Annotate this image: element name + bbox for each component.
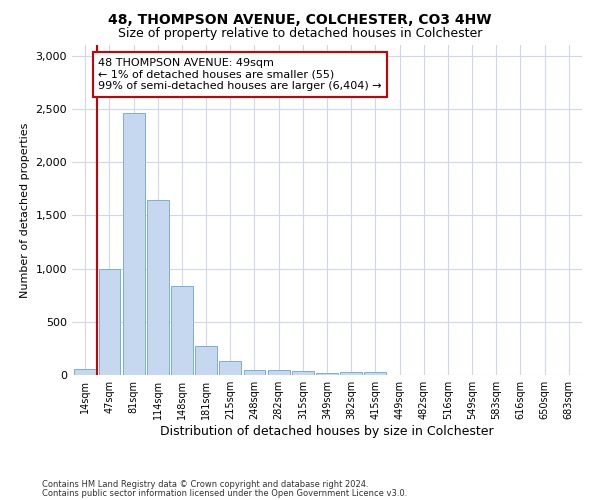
Text: 48 THOMPSON AVENUE: 49sqm
← 1% of detached houses are smaller (55)
99% of semi-d: 48 THOMPSON AVENUE: 49sqm ← 1% of detach…	[98, 58, 382, 91]
Text: 48, THOMPSON AVENUE, COLCHESTER, CO3 4HW: 48, THOMPSON AVENUE, COLCHESTER, CO3 4HW	[108, 12, 492, 26]
Bar	[195, 346, 217, 375]
Bar	[244, 370, 265, 375]
Bar	[268, 370, 290, 375]
Y-axis label: Number of detached properties: Number of detached properties	[20, 122, 30, 298]
X-axis label: Distribution of detached houses by size in Colchester: Distribution of detached houses by size …	[160, 425, 494, 438]
Text: Contains public sector information licensed under the Open Government Licence v3: Contains public sector information licen…	[42, 488, 407, 498]
Bar	[98, 268, 121, 375]
Bar	[292, 372, 314, 375]
Text: Size of property relative to detached houses in Colchester: Size of property relative to detached ho…	[118, 28, 482, 40]
Bar	[316, 373, 338, 375]
Bar	[364, 372, 386, 375]
Bar	[220, 361, 241, 375]
Bar	[74, 369, 96, 375]
Bar	[171, 286, 193, 375]
Bar	[123, 113, 145, 375]
Bar	[147, 200, 169, 375]
Bar	[340, 372, 362, 375]
Text: Contains HM Land Registry data © Crown copyright and database right 2024.: Contains HM Land Registry data © Crown c…	[42, 480, 368, 489]
